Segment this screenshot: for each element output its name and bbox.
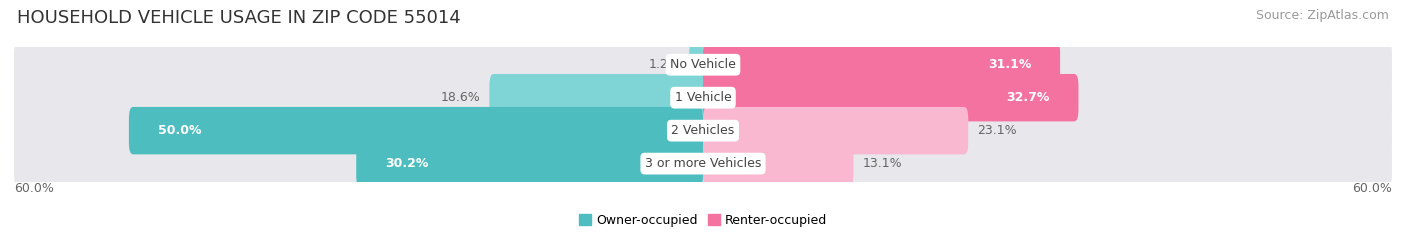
Text: 1 Vehicle: 1 Vehicle <box>675 91 731 104</box>
Text: 23.1%: 23.1% <box>977 124 1017 137</box>
FancyBboxPatch shape <box>703 74 1078 121</box>
Text: 31.1%: 31.1% <box>988 58 1032 71</box>
Text: 30.2%: 30.2% <box>385 157 429 170</box>
Legend: Owner-occupied, Renter-occupied: Owner-occupied, Renter-occupied <box>579 214 827 227</box>
Text: HOUSEHOLD VEHICLE USAGE IN ZIP CODE 55014: HOUSEHOLD VEHICLE USAGE IN ZIP CODE 5501… <box>17 9 461 27</box>
FancyBboxPatch shape <box>129 107 703 154</box>
Text: No Vehicle: No Vehicle <box>671 58 735 71</box>
FancyBboxPatch shape <box>14 107 1392 154</box>
FancyBboxPatch shape <box>703 140 853 187</box>
Text: 32.7%: 32.7% <box>1007 91 1050 104</box>
Text: 60.0%: 60.0% <box>14 182 53 195</box>
Text: 3 or more Vehicles: 3 or more Vehicles <box>645 157 761 170</box>
Text: 2 Vehicles: 2 Vehicles <box>672 124 734 137</box>
FancyBboxPatch shape <box>14 140 1392 187</box>
FancyBboxPatch shape <box>703 41 1060 89</box>
Text: 1.2%: 1.2% <box>648 58 681 71</box>
FancyBboxPatch shape <box>14 41 1392 89</box>
FancyBboxPatch shape <box>489 74 703 121</box>
FancyBboxPatch shape <box>703 107 969 154</box>
Text: 60.0%: 60.0% <box>1353 182 1392 195</box>
Text: 50.0%: 50.0% <box>157 124 201 137</box>
FancyBboxPatch shape <box>689 41 703 89</box>
FancyBboxPatch shape <box>14 74 1392 121</box>
Text: 18.6%: 18.6% <box>440 91 481 104</box>
Text: 13.1%: 13.1% <box>863 157 903 170</box>
FancyBboxPatch shape <box>356 140 703 187</box>
Text: Source: ZipAtlas.com: Source: ZipAtlas.com <box>1256 9 1389 22</box>
